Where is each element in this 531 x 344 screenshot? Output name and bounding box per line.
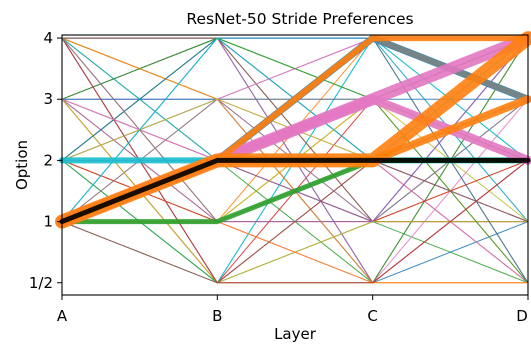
- x-tick-label: B: [212, 307, 222, 325]
- series-line: [59, 157, 531, 225]
- y-tick-label: 3: [43, 90, 53, 108]
- y-tick-label: 2: [43, 151, 53, 169]
- x-tick-label: D: [516, 307, 528, 325]
- y-axis: 1/2 1 2 3 4: [29, 29, 62, 292]
- y-tick-label: 1: [43, 213, 53, 231]
- y-tick-label: 1/2: [29, 274, 53, 292]
- background-line: [61, 159, 529, 284]
- background-line: [62, 221, 528, 284]
- y-axis-label: Option: [13, 140, 31, 190]
- x-axis-label: Layer: [274, 325, 317, 343]
- x-axis: A B C D: [57, 295, 529, 325]
- plot-frame: [61, 34, 529, 296]
- chart-title: ResNet-50 Stride Preferences: [186, 10, 413, 28]
- x-tick-label: C: [367, 307, 377, 325]
- x-tick-label: A: [57, 307, 68, 325]
- highlight-series: [55, 31, 531, 229]
- y-tick-label: 4: [43, 29, 53, 47]
